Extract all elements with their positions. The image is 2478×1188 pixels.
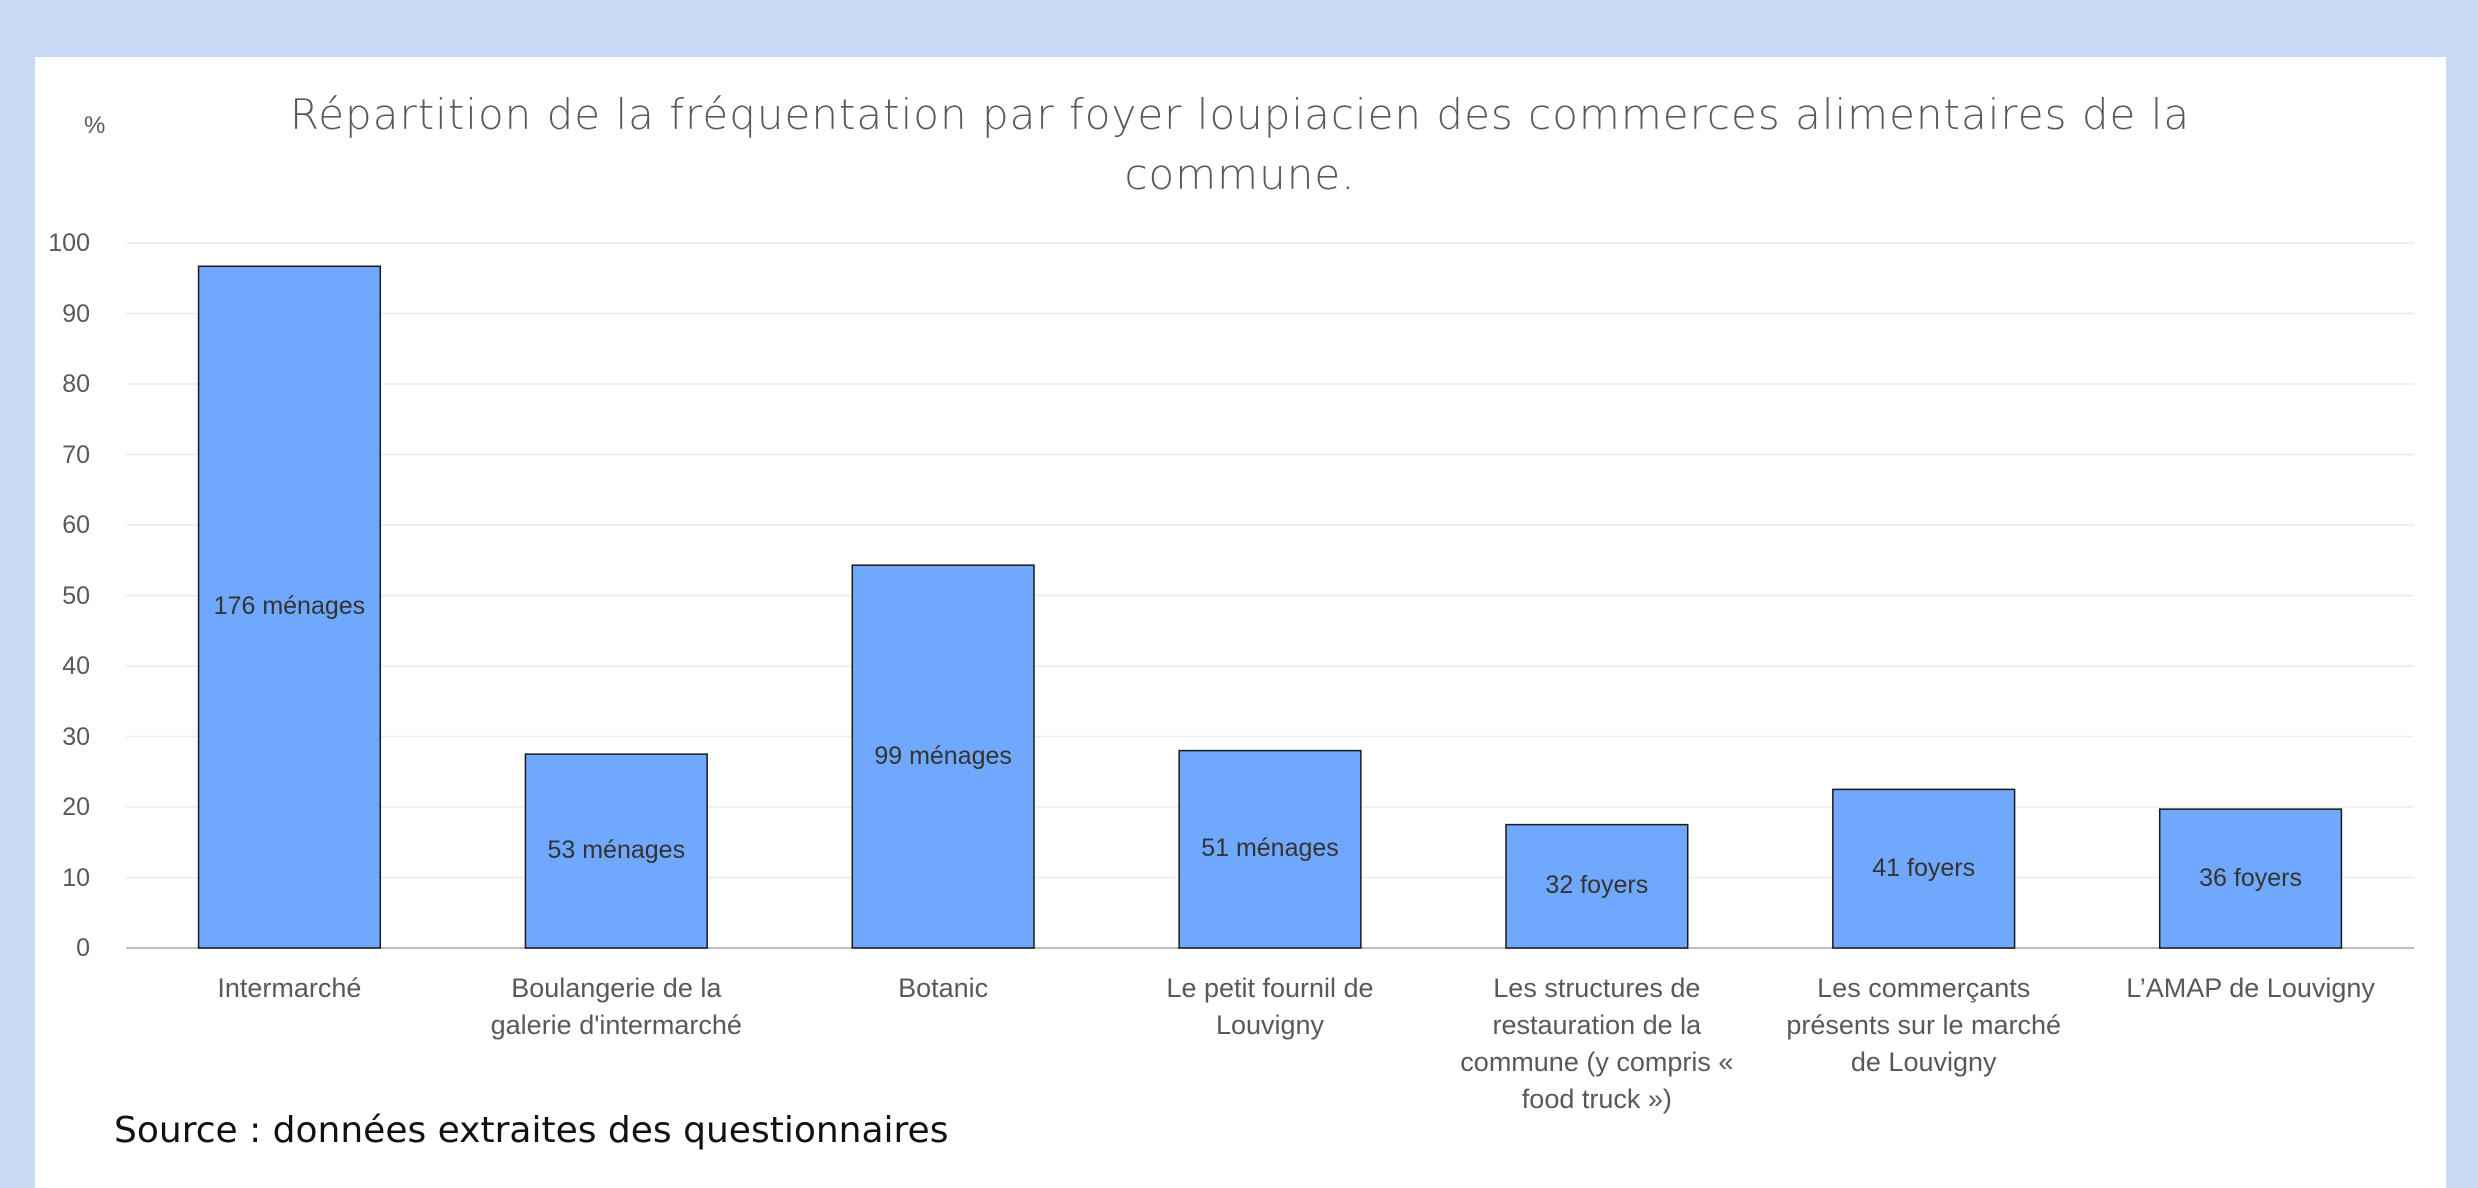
y-tick-label: 40 <box>62 652 90 680</box>
bar <box>851 564 1035 949</box>
bar <box>1505 823 1689 949</box>
x-tick-label: Les structures de restauration de la com… <box>1460 973 1734 1114</box>
x-tick-label: Le petit fournil de Louvigny <box>1166 973 1374 1040</box>
x-tick-label: Boulangerie de la galerie d'intermarché <box>490 973 742 1040</box>
bar <box>2158 808 2343 949</box>
x-tick-label: Botanic <box>898 973 989 1003</box>
bar <box>1178 749 1362 949</box>
source: Source : données extraites des questionn… <box>114 1110 949 1151</box>
y-tick-label: 50 <box>62 581 90 610</box>
bar <box>524 753 708 949</box>
y-tick-label: 0 <box>76 934 90 962</box>
y-tick-label: 20 <box>62 793 90 821</box>
bar <box>197 265 382 949</box>
x-tick-label: L’AMAP de Louvigny <box>2126 973 2375 1003</box>
x-tick-label: Intermarché <box>217 973 362 1003</box>
chart-title: Répartition de la fréquentation par foye… <box>289 90 2191 199</box>
bar-annotation: 36 foyers <box>2199 863 2302 892</box>
bar-annotation: 32 foyers <box>1545 871 1649 900</box>
y-tick-label: 30 <box>62 722 90 751</box>
y-axis-label: % <box>84 112 106 139</box>
bar-annotation: 99 ménages <box>874 741 1012 770</box>
y-tick-label: 100 <box>48 229 90 257</box>
y-tick-label: 90 <box>62 299 90 328</box>
bar-annotation: 176 ménages <box>213 592 366 621</box>
y-tick-label: 70 <box>62 440 90 469</box>
y-tick-label: 60 <box>62 511 90 539</box>
bar-annotation: 41 foyers <box>1872 853 1976 882</box>
bar-annotation: 53 ménages <box>547 836 686 865</box>
y-tick-label: 10 <box>62 863 90 892</box>
bar <box>1832 788 2016 949</box>
x-tick-label: Les commerçants présents sur le marché d… <box>1786 973 2062 1077</box>
y-tick-label: 80 <box>62 370 90 398</box>
chart-panel <box>35 57 2446 1188</box>
bar-annotation: 51 ménages <box>1201 834 1339 863</box>
